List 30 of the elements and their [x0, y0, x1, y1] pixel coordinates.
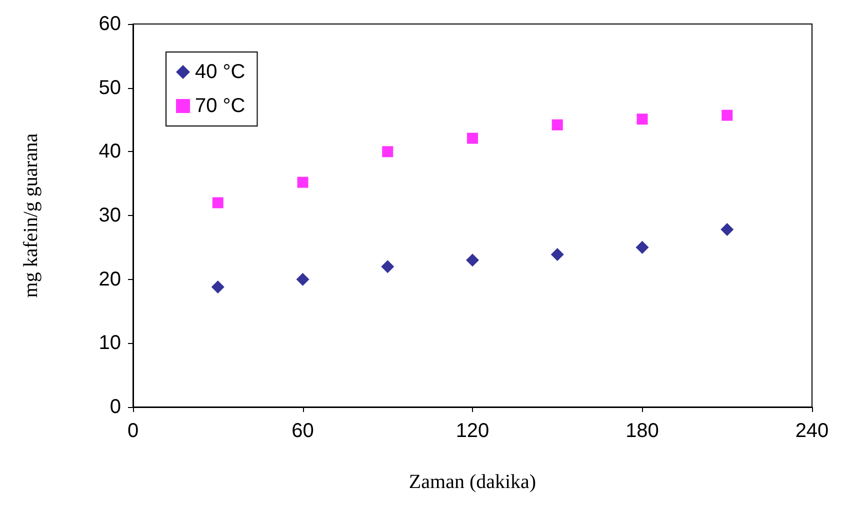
- x-tick-label: 0: [127, 420, 139, 442]
- y-tick-label: 30: [98, 204, 121, 226]
- y-tick-label: 50: [98, 76, 121, 99]
- point: [296, 272, 310, 286]
- y-tick-label: 60: [98, 13, 121, 35]
- point: [722, 110, 733, 121]
- point: [382, 146, 394, 158]
- point: [212, 197, 224, 208]
- legend-label: 70 °C: [195, 95, 246, 117]
- y-tick-label: 10: [98, 332, 121, 354]
- y-tick-label: 20: [98, 268, 121, 290]
- point: [720, 223, 734, 236]
- point: [466, 254, 479, 267]
- legend-label: 40 °C: [195, 61, 246, 83]
- point: [550, 248, 564, 261]
- x-tick-label: 240: [795, 420, 829, 442]
- point: [211, 280, 224, 294]
- y-tick-label: 40: [98, 140, 121, 163]
- y-tick-label: 0: [110, 396, 121, 418]
- point: [636, 114, 648, 125]
- x-tick-label: 60: [292, 420, 314, 442]
- point: [552, 119, 563, 130]
- point: [467, 132, 478, 144]
- x-tick-label: 180: [626, 420, 659, 442]
- point: [381, 260, 394, 274]
- point: [636, 240, 649, 254]
- y-axis-title: mg kafein/g guarana: [20, 133, 42, 298]
- x-tick-label: 120: [456, 420, 490, 442]
- point: [297, 176, 308, 188]
- x-axis-title: Zaman (dakika): [408, 471, 536, 493]
